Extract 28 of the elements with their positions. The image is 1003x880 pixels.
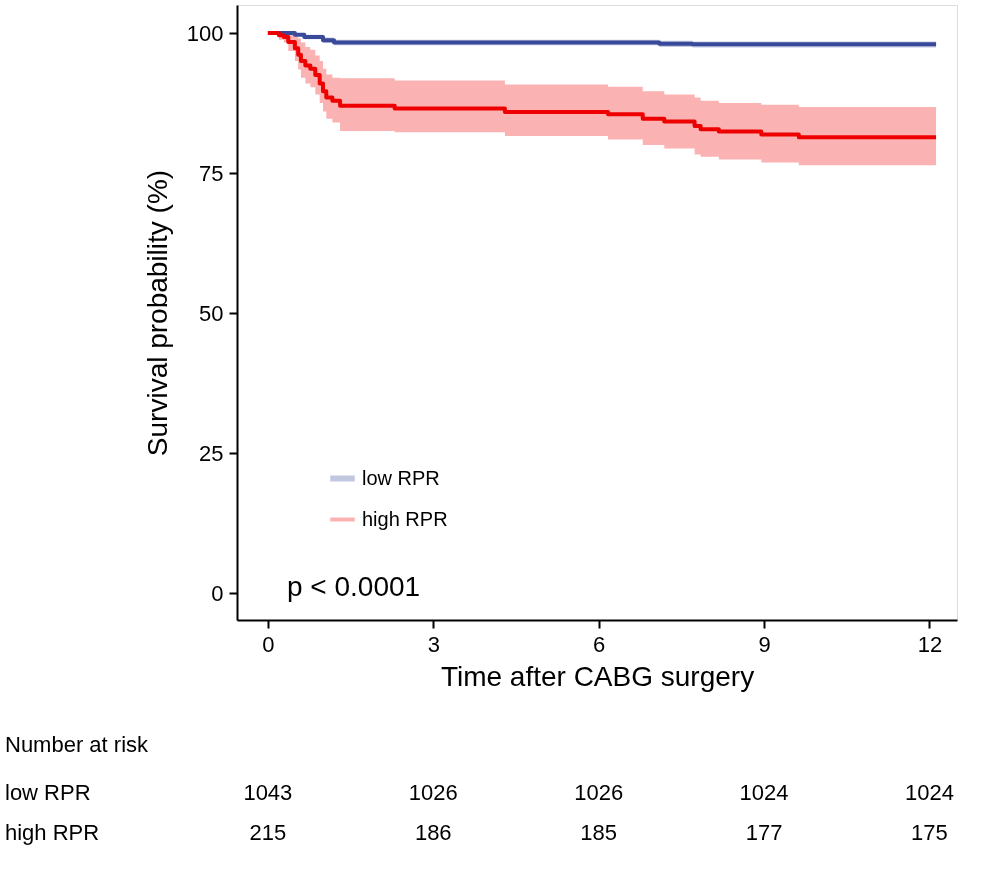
- text: 1043: [243, 780, 293, 805]
- text: 177: [745, 820, 783, 845]
- annotation: p < 0.0001: [287, 571, 421, 602]
- text: 1024: [739, 780, 789, 805]
- text: 175: [911, 820, 948, 845]
- text: Number at risk: [5, 732, 150, 757]
- x-tick-label: 3: [427, 631, 440, 657]
- y-axis-title: Survival probability (%): [141, 169, 173, 457]
- text: 1024: [904, 780, 954, 805]
- legend-label: high RPR: [362, 507, 448, 530]
- text: 1026: [408, 780, 458, 805]
- x-tick-label: 6: [593, 631, 606, 657]
- y-tick-label: 25: [199, 440, 224, 466]
- x-tick-label: 9: [758, 631, 771, 657]
- y-tick-label: 100: [186, 20, 224, 46]
- text: 1026: [574, 780, 624, 805]
- text: high RPR: [5, 820, 100, 845]
- text: 186: [414, 820, 452, 845]
- x-tick-label: 12: [917, 631, 943, 657]
- x-tick-label: 0: [262, 631, 275, 657]
- text: low RPR: [5, 780, 91, 805]
- text: 185: [580, 820, 618, 845]
- y-tick-label: 50: [199, 300, 224, 326]
- legend-label: low RPR: [362, 466, 440, 489]
- x-axis-title: Time after CABG surgery: [440, 660, 755, 692]
- y-tick-label: 0: [211, 580, 224, 606]
- text: 215: [249, 820, 287, 845]
- y-tick-label: 75: [199, 160, 224, 186]
